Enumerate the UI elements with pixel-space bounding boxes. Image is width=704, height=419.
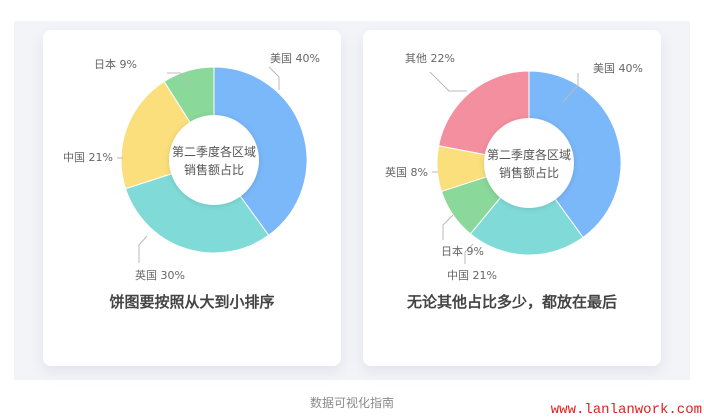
figure-caption: 数据可视化指南 bbox=[309, 396, 394, 410]
slice-label: 中国 21% bbox=[63, 151, 113, 164]
leader-line bbox=[562, 73, 579, 103]
slice-label: 英国 8% bbox=[385, 165, 428, 179]
center-label: 销售额占比 bbox=[184, 162, 244, 177]
slice-美国 bbox=[528, 70, 622, 239]
donut-hole bbox=[484, 118, 574, 208]
slice-label: 日本 9% bbox=[94, 57, 137, 71]
slice-中国 bbox=[469, 162, 584, 256]
leader-line bbox=[442, 214, 454, 240]
leader-line bbox=[167, 72, 190, 86]
leader-line bbox=[138, 235, 148, 263]
center-label: 销售额占比 bbox=[499, 165, 559, 180]
chart-card-other-last: 美国 40% 中国 21% 日本 9% 英国 8% 其他 22% 第二季度各区域 销售额占比… bbox=[363, 30, 661, 366]
slice-label: 美国 40% bbox=[593, 62, 643, 75]
slice-label: 日本 9% bbox=[441, 244, 484, 258]
slice-label: 其他 22% bbox=[405, 52, 455, 65]
slice-美国 bbox=[213, 66, 308, 236]
center-label: 第二季度各区域 bbox=[172, 144, 256, 159]
watermark: www.lanlanwork.com bbox=[550, 402, 702, 418]
slice-label: 美国 40% bbox=[270, 52, 320, 65]
leader-line bbox=[429, 71, 467, 92]
leader-line bbox=[268, 66, 280, 90]
card-title: 无论其他占比多少，都放在最后 bbox=[406, 293, 617, 311]
slice-英国 bbox=[124, 159, 270, 254]
chart-card-sorted: 美国 40% 英国 30% 中国 21% 日本 9% 第二季度各区域 销售额占比 饼图要按… bbox=[43, 30, 341, 366]
leader-line bbox=[464, 243, 474, 264]
slice-label: 中国 21% bbox=[447, 269, 497, 282]
slice-label: 英国 30% bbox=[135, 268, 185, 282]
card-title: 饼图要按照从大到小排序 bbox=[109, 293, 275, 311]
center-label: 第二季度各区域 bbox=[487, 147, 571, 162]
donut-hole bbox=[169, 115, 259, 205]
